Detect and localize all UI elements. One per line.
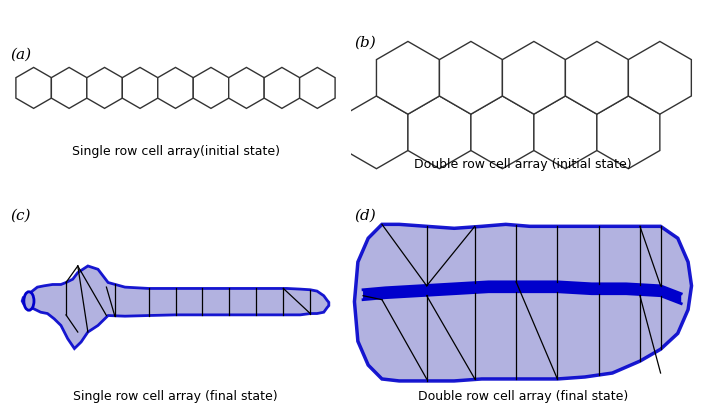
Polygon shape xyxy=(363,282,681,304)
Polygon shape xyxy=(193,67,229,108)
Polygon shape xyxy=(51,67,87,108)
Polygon shape xyxy=(22,266,329,349)
Polygon shape xyxy=(597,96,660,169)
Polygon shape xyxy=(16,67,51,108)
Ellipse shape xyxy=(24,292,34,310)
Polygon shape xyxy=(471,96,534,169)
Polygon shape xyxy=(87,67,122,108)
Polygon shape xyxy=(229,67,264,108)
Polygon shape xyxy=(565,41,628,114)
Polygon shape xyxy=(355,224,691,381)
Polygon shape xyxy=(503,41,565,114)
Polygon shape xyxy=(534,96,597,169)
Text: (d): (d) xyxy=(355,209,376,223)
Polygon shape xyxy=(376,41,439,114)
Text: Single row cell array(initial state): Single row cell array(initial state) xyxy=(72,145,279,159)
Polygon shape xyxy=(408,96,471,169)
Text: (b): (b) xyxy=(355,36,376,50)
Polygon shape xyxy=(158,67,193,108)
Text: Double row cell array (initial state): Double row cell array (initial state) xyxy=(414,158,632,171)
Polygon shape xyxy=(122,67,158,108)
Text: Double row cell array (final state): Double row cell array (final state) xyxy=(418,390,628,403)
Polygon shape xyxy=(264,67,300,108)
Text: (c): (c) xyxy=(11,209,31,223)
Text: (a): (a) xyxy=(11,48,32,62)
Polygon shape xyxy=(439,41,503,114)
Text: Single row cell array (final state): Single row cell array (final state) xyxy=(73,390,278,403)
Polygon shape xyxy=(628,41,691,114)
Polygon shape xyxy=(345,96,408,169)
Polygon shape xyxy=(300,67,335,108)
